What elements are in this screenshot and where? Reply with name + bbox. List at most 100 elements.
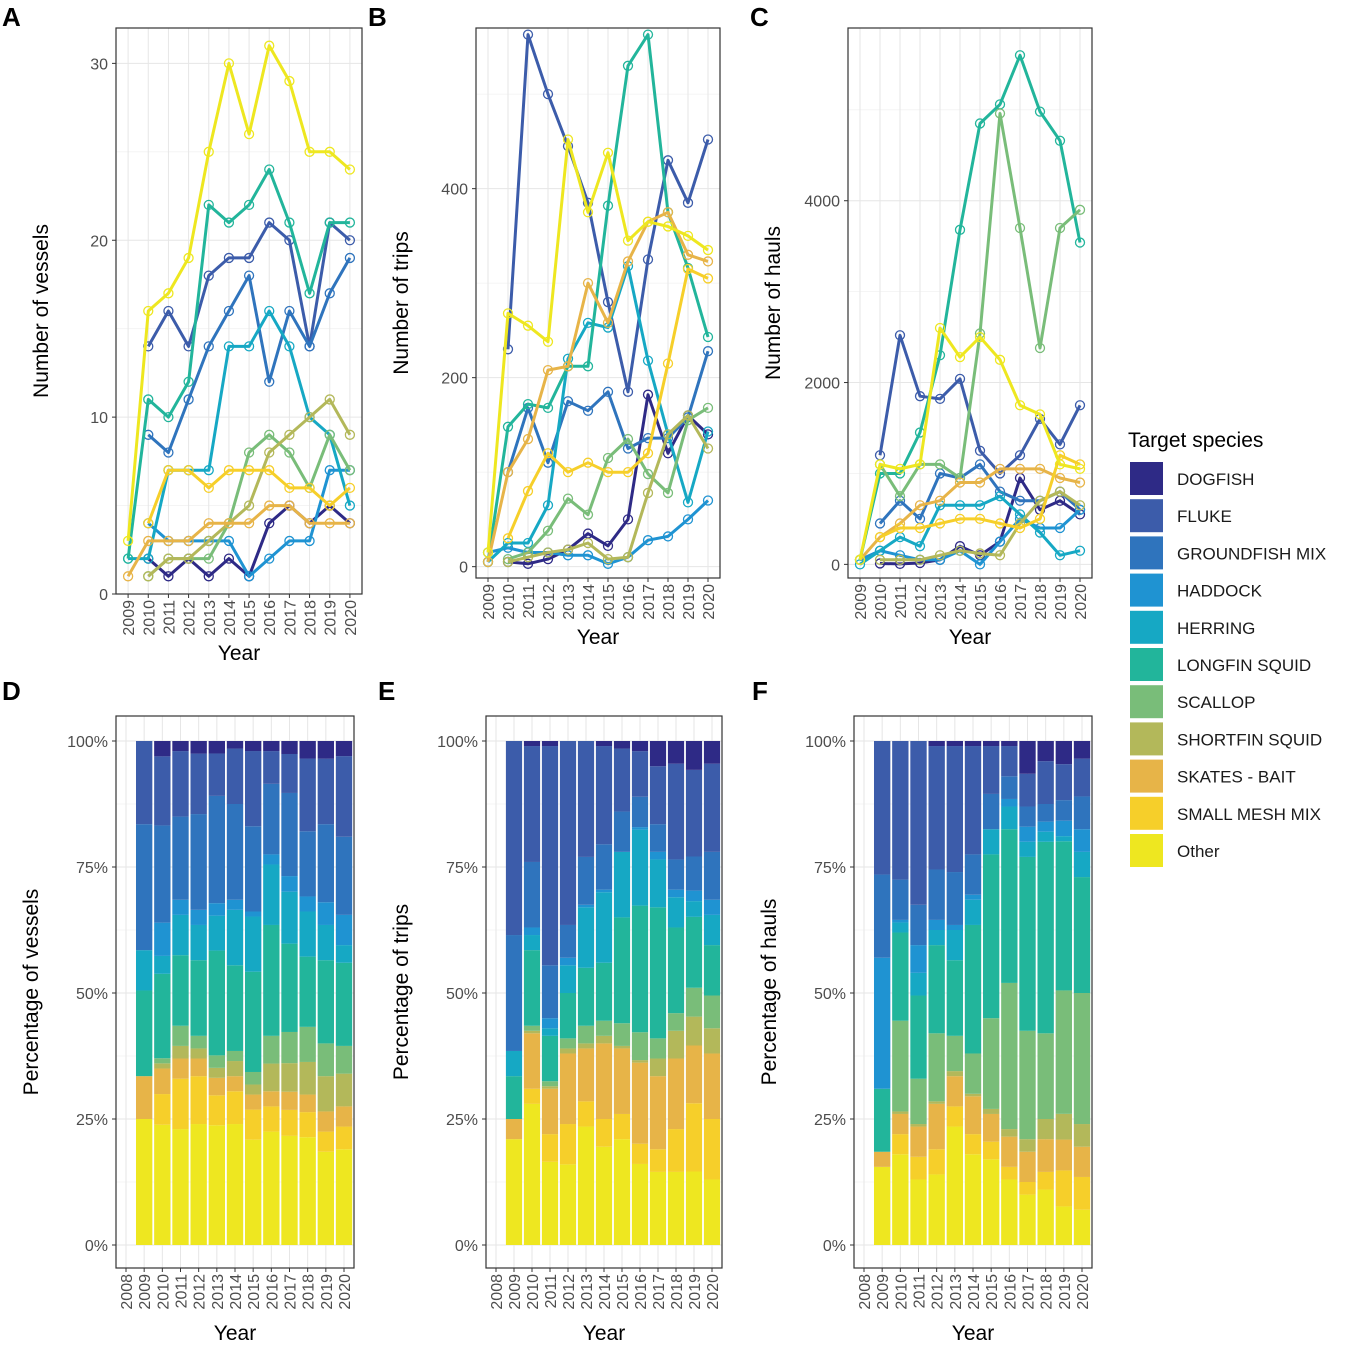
bar-segment-other bbox=[1055, 1206, 1073, 1245]
bar-segment-other bbox=[631, 1163, 649, 1245]
data-point bbox=[284, 429, 295, 440]
bar-segment-dogfish bbox=[1019, 741, 1036, 774]
data-point bbox=[994, 536, 1006, 547]
bar-segment-shortfin-squid bbox=[1055, 1113, 1073, 1140]
x-tick-label: 2019 bbox=[1053, 584, 1070, 620]
data-point bbox=[203, 341, 214, 352]
data-point bbox=[622, 552, 634, 563]
bar-segment-fluke bbox=[154, 756, 171, 826]
bar-2010 bbox=[892, 741, 909, 1245]
bar-segment-dogfish bbox=[595, 741, 613, 747]
bar-2018 bbox=[299, 741, 316, 1245]
bar-segment-shortfin-squid bbox=[281, 1063, 298, 1092]
bar-segment-skates-bait bbox=[982, 1113, 1000, 1142]
bar-segment-small-mesh-mix bbox=[613, 1113, 631, 1140]
data-point bbox=[1034, 342, 1046, 354]
bar-segment-herring bbox=[523, 935, 541, 951]
bar-segment-skates-bait bbox=[595, 1043, 613, 1119]
bar-segment-herring bbox=[946, 930, 964, 961]
data-point bbox=[542, 525, 554, 536]
bar-segment-groundfish-mix bbox=[523, 861, 541, 928]
data-point bbox=[324, 500, 335, 511]
bar-segment-dogfish bbox=[190, 741, 207, 754]
x-tick-label: 2020 bbox=[705, 1274, 722, 1310]
bar-segment-shortfin-squid bbox=[667, 1030, 685, 1059]
bar-segment-shortfin-squid bbox=[190, 1048, 207, 1059]
panel-label: A bbox=[2, 2, 21, 32]
y-tick-label: 0% bbox=[85, 1238, 108, 1255]
data-point bbox=[954, 500, 966, 511]
data-point bbox=[203, 270, 214, 281]
bar-segment-groundfish-mix bbox=[613, 811, 631, 852]
bar-segment-scallop bbox=[649, 1038, 667, 1059]
data-point bbox=[562, 467, 574, 478]
x-tick-label: 2013 bbox=[202, 600, 219, 636]
bar-segment-haddock bbox=[299, 896, 316, 912]
bar-segment-haddock bbox=[281, 876, 298, 892]
bar-segment-dogfish bbox=[172, 741, 189, 752]
y-tick-label: 75% bbox=[446, 860, 478, 877]
series-longfin-squid bbox=[122, 164, 356, 564]
data-point bbox=[1054, 486, 1066, 497]
bar-segment-shortfin-squid bbox=[299, 1061, 316, 1095]
data-point bbox=[1054, 522, 1066, 534]
data-point bbox=[602, 147, 614, 158]
bar-segment-longfin-squid bbox=[244, 971, 262, 1072]
x-tick-label: 2011 bbox=[174, 1274, 191, 1309]
bar-segment-shortfin-squid bbox=[208, 1067, 226, 1078]
bar-segment-fluke bbox=[649, 766, 667, 825]
x-tick-label: 2017 bbox=[283, 1274, 300, 1310]
bar-segment-fluke bbox=[685, 769, 703, 857]
bar-2017 bbox=[649, 741, 667, 1245]
bar-segment-other bbox=[317, 1151, 335, 1245]
data-point bbox=[582, 278, 594, 289]
plot-border bbox=[115, 27, 363, 595]
y-axis-title: Percentage of vessels bbox=[20, 889, 43, 1096]
data-point bbox=[223, 465, 235, 476]
bar-segment-groundfish-mix bbox=[964, 854, 982, 895]
data-point bbox=[934, 550, 946, 561]
x-tick-label: 2011 bbox=[543, 1274, 560, 1309]
data-point bbox=[324, 394, 335, 405]
bar-segment-groundfish-mix bbox=[1019, 806, 1036, 827]
bar-segment-skates-bait bbox=[964, 1096, 982, 1135]
data-point bbox=[502, 308, 514, 319]
y-tick-label: 0 bbox=[99, 587, 108, 604]
bar-segment-small-mesh-mix bbox=[1019, 1182, 1036, 1195]
series-small-mesh-mix bbox=[143, 465, 356, 529]
bar-segment-fluke bbox=[910, 741, 927, 905]
x-tick-label: 2016 bbox=[993, 584, 1010, 620]
bar-segment-longfin-squid bbox=[317, 960, 335, 1044]
bar-segment-herring bbox=[667, 897, 685, 928]
bar-segment-haddock bbox=[577, 904, 595, 908]
bar-segment-fluke bbox=[559, 741, 577, 925]
data-point bbox=[994, 550, 1006, 561]
bar-2014 bbox=[595, 741, 613, 1245]
bar-segment-shortfin-squid bbox=[172, 1045, 189, 1059]
bar-segment-scallop bbox=[1055, 990, 1073, 1114]
y-tick-label: 0% bbox=[455, 1238, 478, 1255]
bar-segment-groundfish-mix bbox=[892, 879, 909, 920]
data-point bbox=[264, 447, 275, 458]
bar-segment-herring bbox=[685, 901, 703, 917]
data-point bbox=[304, 535, 315, 547]
data-point bbox=[562, 134, 574, 145]
data-point bbox=[264, 518, 275, 529]
bar-segment-groundfish-mix bbox=[946, 872, 964, 925]
bar-segment-scallop bbox=[1037, 1033, 1054, 1119]
y-axis-title: Percentage of trips bbox=[390, 904, 413, 1080]
bar-segment-herring bbox=[135, 950, 153, 991]
y-tick-label: 400 bbox=[441, 182, 468, 199]
bar-segment-haddock bbox=[910, 945, 927, 973]
series-line bbox=[878, 112, 1082, 498]
bar-segment-other bbox=[703, 1179, 721, 1245]
data-point bbox=[482, 547, 494, 558]
data-point bbox=[974, 477, 986, 488]
bar-segment-longfin-squid bbox=[982, 854, 1000, 1019]
data-point bbox=[1054, 439, 1066, 450]
data-point bbox=[1034, 513, 1046, 525]
bar-segment-other bbox=[910, 1179, 927, 1245]
data-point bbox=[344, 429, 356, 440]
data-point bbox=[304, 482, 315, 494]
